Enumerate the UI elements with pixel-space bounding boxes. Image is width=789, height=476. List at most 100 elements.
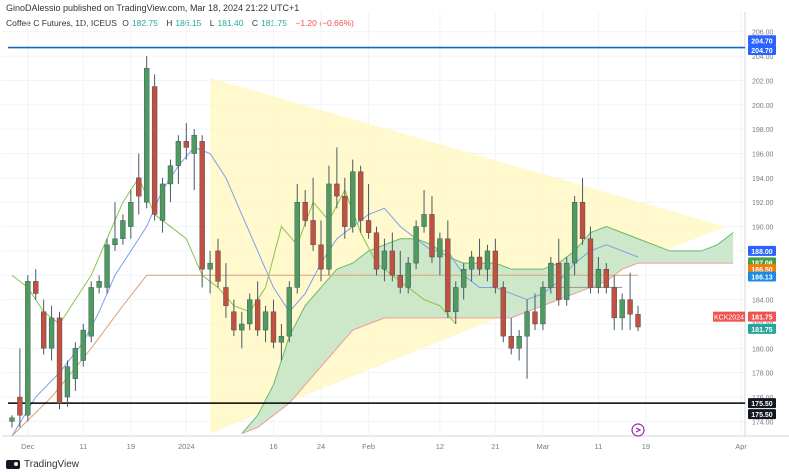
cloud-segment <box>352 250 369 331</box>
close-label: C <box>251 18 258 28</box>
symbol-tag-label: KCK2024 <box>714 315 744 322</box>
symbol-tag-box <box>713 311 745 322</box>
price-tick-label: 178.00 <box>752 371 774 378</box>
candle-down <box>342 195 348 227</box>
candle-down <box>445 238 451 313</box>
candle-down <box>373 232 380 270</box>
price-label-value: 204.70 <box>751 48 773 55</box>
candle-down <box>357 171 364 221</box>
candle-up <box>64 366 71 398</box>
cloud-segment <box>336 263 353 349</box>
price-label-box <box>748 271 776 282</box>
candle-up <box>262 311 269 331</box>
candle-up <box>9 417 15 422</box>
candle-down <box>397 275 403 288</box>
price-label-value: 175.50 <box>751 412 773 419</box>
candle-up <box>484 250 491 270</box>
cloud-segment <box>606 226 623 282</box>
price-label-value: 186.13 <box>751 274 773 281</box>
candle-down <box>136 177 142 197</box>
candle-down <box>310 220 316 246</box>
cloud-segment <box>574 232 591 294</box>
ohlc-open: O 182.75 <box>122 18 161 28</box>
candle-up <box>128 202 134 227</box>
cloud-segment <box>273 336 290 416</box>
price-label-box <box>748 409 776 420</box>
candle-down <box>41 311 47 349</box>
candle-up <box>120 220 126 239</box>
candle-down <box>429 214 435 258</box>
candle-up <box>48 317 55 349</box>
time-tick-label: 12 <box>436 442 444 451</box>
price-axis[interactable]: 206.00 204.00 202.00 200.00 198.00 196.00 194.… <box>713 30 776 427</box>
candle-up <box>239 323 245 331</box>
candle-up <box>437 238 443 258</box>
time-tick-label: Dec <box>21 442 35 451</box>
candle-down <box>223 287 229 306</box>
candle-up <box>80 329 86 361</box>
candle-down <box>56 317 63 404</box>
horizontal-levels <box>8 46 745 404</box>
cloud-segment <box>685 250 702 264</box>
price-tick-label: 198.00 <box>752 127 774 134</box>
candle-down <box>183 141 189 148</box>
senkou-span-b-line <box>241 262 734 435</box>
candle-up <box>421 214 427 227</box>
candle-up <box>413 226 419 264</box>
candle-up <box>278 335 285 343</box>
price-label-box <box>748 398 776 409</box>
candle-down <box>579 202 586 239</box>
candle-down <box>215 250 221 282</box>
candle-up <box>191 135 197 154</box>
candle-down <box>199 141 205 270</box>
publisher-caption: GinoDAlessio published on TradingView.co… <box>6 3 300 13</box>
candle-down <box>151 86 158 215</box>
price-tick-label: 190.00 <box>752 225 774 232</box>
symbol-legend[interactable]: Coffee C Futures, 1D, ICEUS O 182.75 H 186… <box>6 18 357 28</box>
cloud-segment <box>431 244 448 318</box>
candle-up <box>453 287 459 312</box>
candle-down <box>33 281 39 294</box>
low-label: L <box>209 18 215 28</box>
time-axis[interactable]: Dec 11 19 2024 16 24 Feb 12 21 Mar 11 19 Apr <box>21 442 747 451</box>
price-tick-label: 200.00 <box>752 103 774 110</box>
candle-up <box>88 287 94 337</box>
candle-up <box>564 262 570 300</box>
price-label-value: 181.75 <box>751 327 773 334</box>
candle-up <box>468 256 475 270</box>
candle-down <box>318 244 324 270</box>
cloud-segment <box>321 269 337 367</box>
price-label-value: 186.50 <box>751 267 773 274</box>
price-tick-label: 202.00 <box>752 78 774 85</box>
ohlc-close: C 181.75 <box>252 18 290 28</box>
symbol-name: Coffee C Futures, 1D, ICEUS <box>6 18 117 28</box>
candle-up <box>461 268 467 288</box>
candle-up <box>144 68 150 203</box>
cloud-segment <box>669 250 686 264</box>
kijun-sen-line <box>11 274 639 437</box>
price-label-box <box>748 323 776 334</box>
time-tick-label: Feb <box>362 442 375 451</box>
candle-up <box>247 299 253 325</box>
cloud-segment <box>527 269 543 312</box>
candle-down <box>603 268 609 288</box>
low-value: 181.40 <box>217 18 244 28</box>
tenkan-sen-line <box>11 146 639 437</box>
tradingview-brand: TradingView <box>6 459 79 470</box>
price-tick-label: 204.00 <box>752 54 774 61</box>
time-tick-label: 11 <box>79 442 87 451</box>
candle-down <box>302 202 308 221</box>
alert-icon-glyph <box>635 427 642 433</box>
ichimoku-cloud <box>241 226 734 434</box>
time-tick-label: Mar <box>536 442 549 451</box>
price-tick-label: 194.00 <box>752 176 774 183</box>
cloud-segment <box>622 232 639 270</box>
ohlc-high: H 186.15 <box>166 18 204 28</box>
candle-up <box>112 238 118 246</box>
change-value: −1.20 (−0.66%) <box>295 18 354 28</box>
price-label-value: 181.75 <box>751 315 773 322</box>
time-tick-label: 2024 <box>178 442 195 451</box>
cloud-segment <box>257 384 274 428</box>
